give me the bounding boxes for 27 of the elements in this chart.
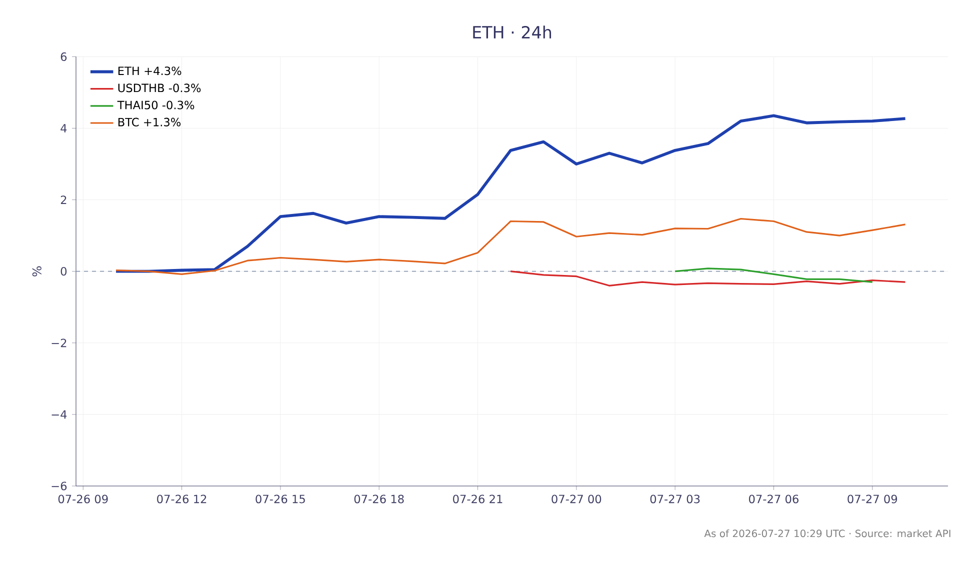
y-tick-label: −4 (52, 410, 67, 419)
x-tick-label: 07-26 15 (256, 494, 305, 504)
text: As of 2026-07-27 10:29 UTC · Source: market API (704, 529, 950, 538)
chart-title: ETH · 24h (473, 26, 552, 38)
line-series (674, 268, 874, 283)
legend-label: ETH +4.3% (118, 66, 182, 76)
line-series (510, 270, 906, 286)
x-tick-label: 07-26 21 (453, 494, 502, 504)
y-tick-label: 4 (60, 124, 67, 132)
y-tick-label: −6 (52, 482, 67, 490)
x-tick-label: 07-26 09 (58, 494, 108, 504)
legend-label: THAI50 -0.3% (117, 100, 194, 110)
x-tick-label: 07-27 03 (650, 494, 700, 504)
y-tick-label: 0 (60, 267, 67, 276)
x-tick-label: 07-27 00 (552, 494, 602, 504)
x-tick-label: 07-27 09 (848, 494, 898, 504)
y-tick-label: −2 (52, 338, 66, 348)
line-series (114, 114, 907, 273)
y-tick-label: 2 (60, 196, 66, 204)
legend-label: BTC +1.3% (118, 118, 181, 126)
x-tick-label: 07-26 18 (354, 494, 404, 504)
x-tick-label: 07-26 12 (157, 494, 206, 504)
line-series (115, 218, 906, 275)
legend-label: USDTHB -0.3% (118, 84, 201, 92)
y-tick-label: 6 (60, 52, 67, 61)
y-axis-title: % (32, 266, 42, 276)
x-tick-label: 07-27 06 (748, 494, 798, 504)
